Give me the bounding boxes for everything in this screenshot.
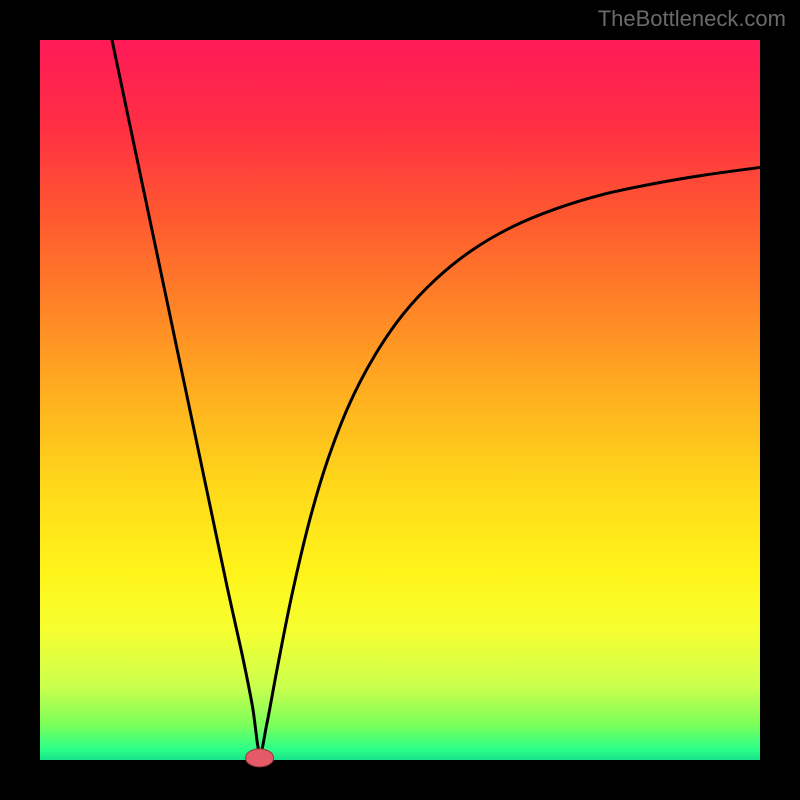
- plot-area: [40, 40, 760, 760]
- watermark-text: TheBottleneck.com: [598, 6, 786, 32]
- optimum-marker: [246, 749, 274, 767]
- curve-layer: [40, 40, 760, 760]
- bottleneck-curve: [112, 40, 760, 753]
